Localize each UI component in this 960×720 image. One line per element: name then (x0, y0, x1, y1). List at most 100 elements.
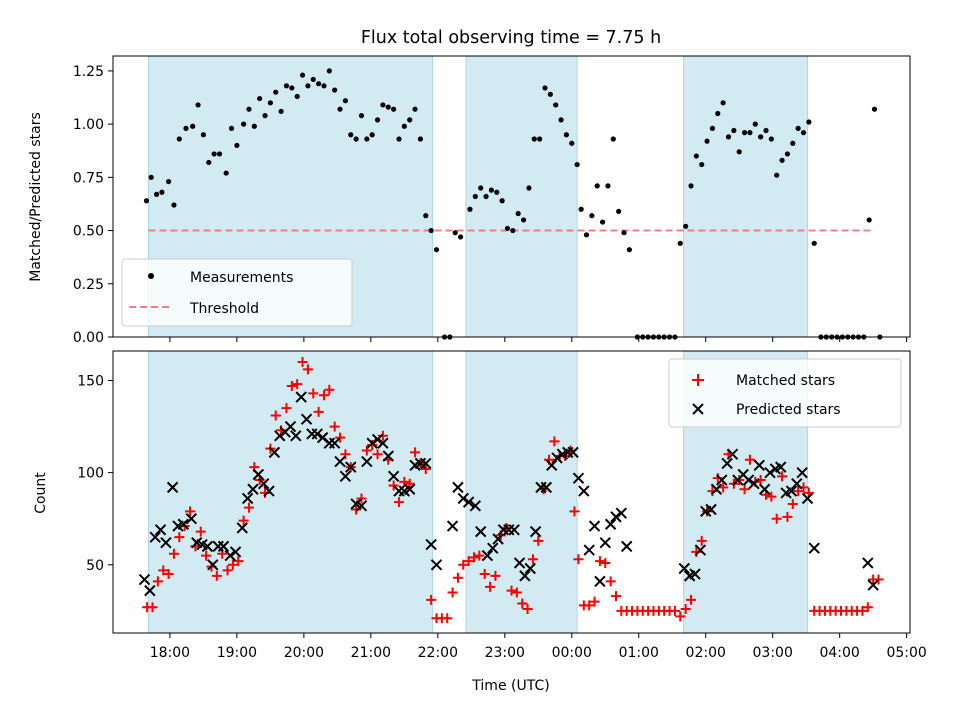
matched-point (594, 556, 605, 567)
matched-point (485, 581, 496, 592)
measurement-point (206, 159, 212, 166)
measurement-point (526, 185, 532, 191)
predicted-point (487, 542, 499, 554)
predicted-point (300, 413, 313, 425)
x-tick-label: 23:00 (485, 645, 525, 661)
measurement-point (574, 161, 580, 168)
predicted-point (492, 533, 504, 545)
matched-point (335, 432, 346, 443)
measurement-point (396, 136, 402, 142)
measurement-point (257, 95, 263, 102)
measurement-point (806, 119, 812, 125)
predicted-point (361, 455, 373, 468)
measurement-point (478, 185, 484, 191)
x-tick-label: 19:00 (217, 645, 257, 661)
matched-point (393, 497, 404, 508)
predicted-point (524, 562, 536, 575)
predicted-point (263, 485, 275, 497)
measurement-point (583, 232, 590, 238)
predicted-point (721, 457, 733, 470)
measurement-point (433, 247, 440, 253)
measurement-point (369, 132, 375, 138)
matched-point (297, 357, 308, 368)
matched-point (270, 410, 281, 421)
measurement-point (211, 151, 217, 157)
predicted-point (764, 466, 776, 479)
matched-point (468, 552, 479, 563)
measurement-point (537, 136, 543, 142)
matched-points (142, 357, 884, 624)
measurement-point (790, 140, 796, 146)
predicted-point (247, 483, 259, 495)
bottom-legend-box (668, 358, 902, 428)
predicted-point (808, 542, 820, 554)
legend-matched-label: Matched stars (736, 373, 835, 389)
predicted-point (578, 485, 590, 497)
measurement-point (677, 240, 683, 246)
predicted-point (241, 492, 254, 505)
predicted-point (207, 559, 219, 571)
predicted-point (274, 430, 286, 442)
matched-point (286, 381, 297, 392)
predicted-point (678, 562, 691, 575)
measurement-point (299, 72, 306, 78)
x-tick-label: 01:00 (619, 645, 659, 661)
matched-point (522, 604, 533, 615)
measurement-point (558, 117, 564, 123)
predicted-point (753, 459, 766, 471)
predicted-point (284, 420, 297, 433)
measurement-point (720, 100, 726, 106)
measurement-point (784, 151, 791, 157)
predicted-point (604, 518, 617, 530)
chart-title: Flux total observing time = 7.75 h (361, 28, 661, 48)
bottom-y-tick-label: 50 (86, 558, 104, 574)
matched-point (308, 388, 319, 399)
top-legend-box (121, 258, 353, 327)
measurement-point (499, 198, 505, 204)
measurement-point (143, 198, 150, 204)
measurement-point (683, 223, 689, 229)
matched-point (195, 526, 206, 537)
bottom-axes-frame (112, 350, 911, 634)
measurement-point (417, 136, 424, 142)
predicted-point (567, 446, 579, 459)
shaded-span (683, 55, 809, 338)
measurement-point (599, 219, 606, 225)
matched-point (201, 550, 212, 561)
predicted-point (425, 538, 437, 551)
matched-point (739, 484, 750, 495)
measurement-point (542, 85, 548, 91)
predicted-point (257, 477, 270, 490)
measurement-point (547, 91, 553, 97)
top-x-ticks (169, 337, 908, 342)
matched-point (410, 447, 421, 458)
top-axes-frame (112, 55, 911, 338)
matched-point (185, 506, 196, 517)
measurement-point (223, 170, 229, 176)
measurement-point (391, 106, 397, 112)
measurement-point (273, 89, 279, 95)
matched-point (490, 570, 501, 581)
predicted-point (371, 433, 384, 446)
measurement-point (348, 132, 354, 138)
predicted-point (457, 492, 469, 505)
matched-point (452, 572, 463, 583)
measurement-point (337, 106, 343, 112)
matched-point (696, 535, 707, 546)
predicted-point (540, 481, 553, 494)
matched-point (718, 482, 729, 493)
measurement-point (148, 174, 154, 180)
predicted-point (519, 570, 531, 582)
predicted-point (551, 452, 563, 464)
measurement-point (316, 81, 322, 87)
measurement-point (605, 183, 611, 189)
measurement-point (563, 132, 570, 138)
matched-point (318, 390, 329, 401)
matched-point (506, 585, 517, 596)
bottom-panel: 50 100 150 18:00 19:00 20:00 21:00 22:00 23:00 0… (33, 350, 927, 694)
top-y-axis: 0.00 0.25 0.50 0.75 1.00 1.25 (73, 64, 113, 346)
measurement-point (800, 130, 807, 136)
measurement-point (267, 100, 273, 106)
matched-point (744, 454, 755, 465)
predicted-point (583, 544, 595, 556)
